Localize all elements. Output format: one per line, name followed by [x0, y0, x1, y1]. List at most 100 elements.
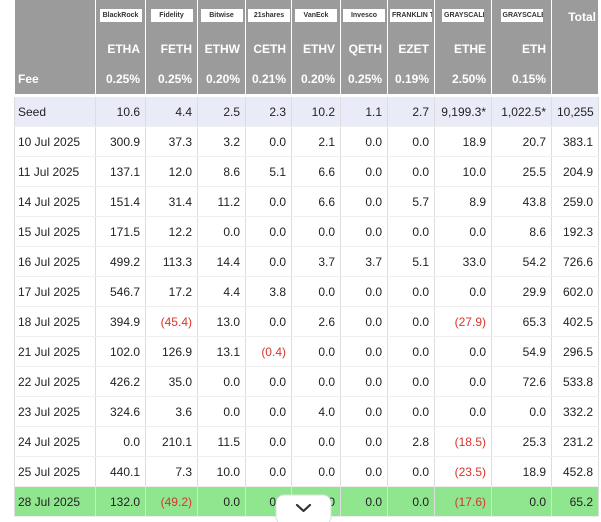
- flow-value: 5.7: [387, 186, 435, 217]
- flow-value: 8.6: [491, 216, 552, 247]
- ticker: ETHA: [95, 34, 146, 64]
- row-total: 65.2: [551, 486, 599, 517]
- flow-value: 102.0: [95, 336, 146, 367]
- fee-value: 0.21%: [245, 64, 292, 95]
- flow-value: 31.4: [145, 186, 198, 217]
- ticker: FETH: [145, 34, 198, 64]
- flow-value: 25.5: [491, 156, 552, 187]
- flow-value: 0.0: [291, 336, 341, 367]
- flow-value: 10.2: [291, 97, 341, 127]
- issuer-logo: Fidelity: [150, 9, 193, 22]
- flow-value: 324.6: [95, 396, 146, 427]
- flow-value: (0.4): [245, 336, 292, 367]
- flow-value: 0.0: [340, 366, 388, 397]
- ticker: QETH: [340, 34, 388, 64]
- flow-value: 18.9: [434, 126, 492, 157]
- fee-label: Fee: [14, 64, 96, 95]
- flow-table: BlackRock Fidelity Bitwise 21shares VanEck In…: [14, 0, 599, 517]
- flow-value: 171.5: [95, 216, 146, 247]
- row-total: 533.8: [551, 366, 599, 397]
- flow-value: 426.2: [95, 366, 146, 397]
- flow-value: 0.0: [340, 216, 388, 247]
- flow-value: 33.0: [434, 246, 492, 277]
- corner-cell: [14, 0, 96, 34]
- row-label: 10 Jul 2025: [14, 126, 96, 157]
- row-label: 16 Jul 2025: [14, 246, 96, 277]
- flow-value: 18.9: [491, 456, 552, 487]
- flow-value: 54.9: [491, 336, 552, 367]
- flow-value: 14.4: [197, 246, 246, 277]
- row-total: 602.0: [551, 276, 599, 307]
- flow-value: 0.0: [340, 186, 388, 217]
- flow-value: 0.0: [434, 336, 492, 367]
- row-label: 18 Jul 2025: [14, 306, 96, 337]
- flow-value: 0.0: [340, 486, 388, 517]
- ticker: CETH: [245, 34, 292, 64]
- flow-row: 28 Jul 2025132.0(49.2)0.00.00.00.00.0(17…: [14, 486, 599, 517]
- issuer-logo: BlackRock: [99, 9, 142, 22]
- issuer-logo: VanEck: [295, 9, 337, 22]
- flow-value: 151.4: [95, 186, 146, 217]
- flow-value: 0.0: [434, 396, 492, 427]
- flow-value: 0.0: [387, 216, 435, 247]
- flow-value: 0.0: [291, 276, 341, 307]
- flow-value: (23.5): [434, 456, 492, 487]
- flow-value: 0.0: [245, 456, 292, 487]
- empty-cell: [551, 34, 599, 64]
- flow-row: 17 Jul 2025 546.7 17.2 4.4 3.8 0.0 0.0 0.0 0.0 29…: [14, 276, 599, 307]
- flow-row: 11 Jul 2025 137.1 12.0 8.6 5.1 6.6 0.0 0.0 10.0 2…: [14, 156, 599, 187]
- flow-value: 0.0: [387, 456, 435, 487]
- logo-cell: 21shares: [245, 0, 292, 34]
- flow-value: 2.6: [291, 306, 341, 337]
- ticker-row: ETHA FETH ETHW CETH ETHV QETH EZET ETHE ETH: [14, 34, 599, 64]
- flow-row: 10 Jul 2025 300.9 37.3 3.2 0.0 2.1 0.0 0.0 18.9 2…: [14, 126, 599, 157]
- fee-value: 0.25%: [95, 64, 146, 95]
- flow-value: 1,022.5*: [491, 97, 552, 127]
- flow-value: 4.4: [197, 276, 246, 307]
- flow-value: 17.2: [145, 276, 198, 307]
- row-label: 15 Jul 2025: [14, 216, 96, 247]
- flow-value: 0.0: [387, 156, 435, 187]
- flow-value: 6.6: [291, 156, 341, 187]
- flow-value: 12.2: [145, 216, 198, 247]
- flow-value: 10.0: [434, 156, 492, 187]
- flow-value: 0.0: [340, 306, 388, 337]
- row-total: 383.1: [551, 126, 599, 157]
- fee-value: 0.15%: [491, 64, 552, 95]
- flow-row: 25 Jul 2025 440.1 7.3 10.0 0.0 0.0 0.0 0.0 (23.5…: [14, 456, 599, 487]
- flow-value: 2.1: [291, 126, 341, 157]
- row-label: Seed: [14, 97, 96, 127]
- flow-value: 0.0: [245, 186, 292, 217]
- logo-cell: GRAYSCALE: [491, 0, 552, 34]
- flow-value: (18.5): [434, 426, 492, 457]
- row-total: 402.5: [551, 306, 599, 337]
- row-label: 21 Jul 2025: [14, 336, 96, 367]
- flow-value: 4.4: [145, 97, 198, 127]
- row-total: 296.5: [551, 336, 599, 367]
- flow-value: 5.1: [387, 246, 435, 277]
- logo-cell: BlackRock: [95, 0, 146, 34]
- flow-value: 3.7: [340, 246, 388, 277]
- scroll-down-button[interactable]: [275, 494, 332, 522]
- fee-value: 0.20%: [197, 64, 246, 95]
- flow-row: 15 Jul 2025 171.5 12.2 0.0 0.0 0.0 0.0 0.0 0.0 8.…: [14, 216, 599, 247]
- flow-value: 13.0: [197, 306, 246, 337]
- flow-row: 21 Jul 2025 102.0 126.9 13.1 (0.4) 0.0 0.0 0.0 0…: [14, 336, 599, 367]
- issuer-logo: GRAYSCALE: [500, 9, 543, 22]
- flow-value: 0.0: [245, 126, 292, 157]
- ticker: ETHW: [197, 34, 246, 64]
- flow-table-wrap: BlackRock Fidelity Bitwise 21shares VanEck In…: [14, 0, 599, 517]
- flow-value: 0.0: [340, 456, 388, 487]
- table-body: BlackRock Fidelity Bitwise 21shares VanEck In…: [14, 0, 599, 517]
- flow-value: 0.0: [387, 276, 435, 307]
- logo-cell: GRAYSCALE: [434, 0, 492, 34]
- flow-value: 113.3: [145, 246, 198, 277]
- flow-value: 12.0: [145, 156, 198, 187]
- flow-value: 0.0: [340, 336, 388, 367]
- flow-value: 4.0: [291, 396, 341, 427]
- flow-value: 10.0: [197, 456, 246, 487]
- row-label: 17 Jul 2025: [14, 276, 96, 307]
- flow-value: 5.1: [245, 156, 292, 187]
- fee-value: 0.25%: [145, 64, 198, 95]
- flow-value: 0.0: [387, 486, 435, 517]
